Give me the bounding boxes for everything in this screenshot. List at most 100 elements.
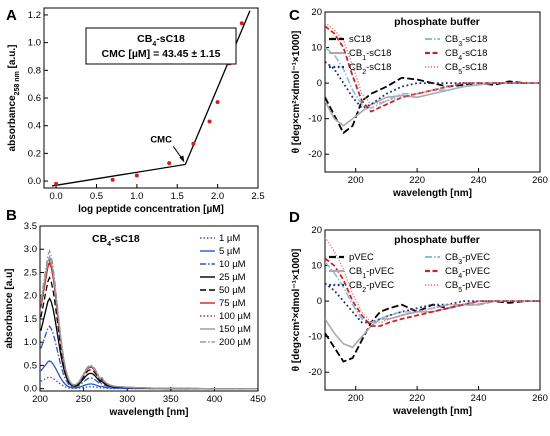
text-span: CB [349, 62, 362, 73]
panel-b: B 200 250 300 350 400 450 0.0 0.5 1.0 1.5 2.0 2.5 3.0… [4, 207, 266, 418]
data-point [111, 178, 115, 182]
text-span: CB [445, 62, 458, 73]
data-point [135, 174, 139, 178]
panel-title: CB4-sC18 [92, 233, 140, 248]
text-span: -sC18 [462, 48, 487, 59]
panel-letter: C [289, 7, 300, 24]
y-axis-label: absorbance258 nm [a.u.] [7, 45, 21, 152]
text-span: CB [349, 48, 362, 59]
text-span: -sC18 [111, 233, 140, 245]
x-tick-label: 2.5 [251, 191, 264, 202]
y-tick-label: 2.0 [24, 291, 37, 302]
y-tick-label: -20 [308, 367, 322, 378]
panel-title: phosphate buffer [394, 16, 480, 28]
text-span: -sC18 [462, 34, 487, 45]
legend-label: sC18 [349, 34, 371, 45]
x-axis-label: log peptide concentration [µM] [78, 204, 224, 215]
y-tick-label: -10 [308, 114, 322, 125]
y-tick-label: 3.5 [24, 221, 37, 232]
cmc-box-value: CMC [µM] = 43.45 ± 1.15 [102, 48, 221, 60]
text-span: absorbance [7, 95, 18, 152]
y-axis-label: θ [deg×cm²×dmol⁻¹×1000] [291, 31, 302, 154]
x-tick-label: 200 [348, 393, 364, 404]
y-tick-label: 20 [311, 7, 322, 18]
text-span: pVEC [349, 252, 374, 263]
legend-label: CB5-sC18 [445, 62, 487, 76]
y-tick-label: 20 [311, 225, 322, 236]
legend-label: CB4-pVEC [445, 266, 490, 280]
x-tick-label: 1.0 [130, 191, 143, 202]
text-span: CB [349, 280, 362, 291]
text-span: CB [137, 33, 153, 45]
text-span: -sC18 [366, 48, 391, 59]
legend-label: CB1-sC18 [349, 48, 391, 62]
text-span: -pVEC [366, 280, 394, 291]
y-tick-label: 0.0 [28, 176, 41, 187]
y-tick-label: 0.0 [24, 384, 37, 395]
legend-label: 100 µM [219, 311, 251, 322]
x-tick-label: 300 [119, 394, 135, 405]
legend-label: CB2-pVEC [349, 280, 394, 294]
x-axis-label: wavelength [nm] [109, 407, 189, 418]
cmc-annotation: CMC [150, 134, 172, 145]
panel-letter: B [6, 207, 17, 224]
series-line [41, 377, 257, 389]
legend-label: 75 µM [219, 298, 246, 309]
x-tick-label: 350 [163, 394, 179, 405]
y-axis-label: absorbance [a.u] [4, 268, 15, 348]
y-tick-label: -10 [308, 332, 322, 343]
x-tick-label: 220 [409, 393, 425, 404]
y-tick-label: -20 [308, 149, 322, 160]
x-tick-label: 200 [32, 394, 48, 405]
text-span: -sC18 [156, 33, 185, 45]
y-tick-label: 2.5 [24, 267, 37, 278]
y-axis-label: θ [deg×cm²×dmol⁻¹×1000] [291, 249, 302, 372]
data-point [167, 161, 171, 165]
y-tick-label: 0 [317, 78, 322, 89]
x-axis-label: wavelength [nm] [392, 406, 472, 417]
legend-label: 50 µM [219, 285, 246, 296]
text-span: CB [445, 34, 458, 45]
x-tick-label: 260 [532, 175, 548, 186]
y-tick-label: 1.5 [24, 314, 37, 325]
text-span: -sC18 [462, 62, 487, 73]
y-tick-label: 0.6 [28, 93, 41, 104]
x-tick-label: 250 [76, 394, 92, 405]
text-span: CB [445, 48, 458, 59]
data-point [191, 142, 195, 146]
text-span: -pVEC [462, 280, 490, 291]
y-tick-label: 10 [311, 43, 322, 54]
legend-label: 200 µM [219, 337, 251, 348]
text-span: -sC18 [366, 62, 391, 73]
text-span: CB [445, 280, 458, 291]
x-tick-label: 240 [471, 175, 487, 186]
x-tick-label: 1.5 [171, 191, 184, 202]
legend-label: 10 µM [219, 259, 246, 270]
x-tick-label: 0.0 [50, 191, 63, 202]
x-tick-label: 240 [471, 393, 487, 404]
y-tick-label: 0.8 [28, 65, 41, 76]
text-span: -pVEC [462, 252, 490, 263]
x-tick-label: 450 [250, 394, 266, 405]
text-span: sC18 [349, 34, 371, 45]
data-point [208, 120, 212, 124]
panel-letter: A [6, 7, 17, 24]
text-span: 258 nm [14, 71, 21, 95]
legend-label: 5 µM [219, 246, 240, 257]
x-axis-label: wavelength [nm] [392, 188, 472, 199]
y-tick-label: 0.2 [28, 148, 41, 159]
text-span: -pVEC [366, 266, 394, 277]
text-span: CB [445, 252, 458, 263]
panel-d: D 200 220 240 260 -20 -10 0 10 20 phosphate buffer… [289, 209, 548, 417]
legend-label: CB5-pVEC [445, 280, 490, 294]
y-tick-label: 1.2 [28, 10, 41, 21]
legend-label: 25 µM [219, 272, 246, 283]
x-tick-label: 260 [532, 393, 548, 404]
legend-label: 1 µM [219, 233, 240, 244]
legend-label: pVEC [349, 252, 374, 263]
panel-a: A0.0 0.5 1.0 1.5 2.0 2.50.00.20.40.60.81.01.2… [6, 7, 265, 215]
panel-letter: D [289, 209, 300, 226]
y-tick-label: 0.5 [24, 360, 37, 371]
y-tick-label: 10 [311, 261, 322, 272]
